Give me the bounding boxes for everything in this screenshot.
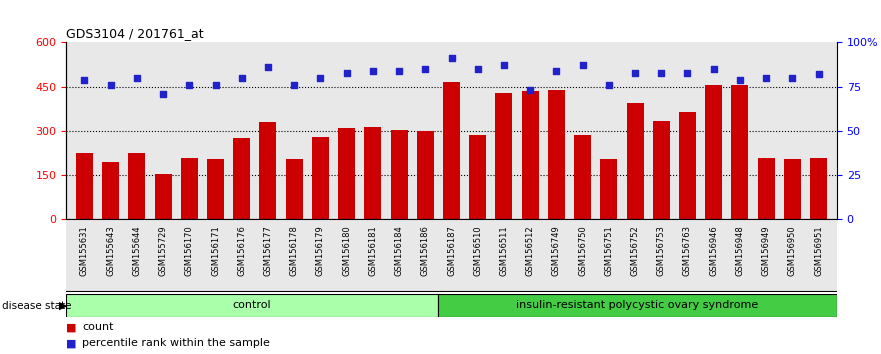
Bar <box>784 159 801 219</box>
Text: insulin-resistant polycystic ovary syndrome: insulin-resistant polycystic ovary syndr… <box>516 300 759 310</box>
Bar <box>129 153 145 219</box>
Text: GSM156946: GSM156946 <box>709 225 718 276</box>
Text: GSM156170: GSM156170 <box>185 225 194 276</box>
Text: GSM155643: GSM155643 <box>106 225 115 276</box>
Text: GSM156187: GSM156187 <box>447 225 456 276</box>
Point <box>366 68 380 74</box>
Point <box>811 72 825 77</box>
Text: disease state: disease state <box>2 301 71 310</box>
Bar <box>574 135 591 219</box>
Point <box>759 75 774 81</box>
Text: GSM156749: GSM156749 <box>552 225 561 276</box>
Point <box>339 70 353 75</box>
Text: GSM156171: GSM156171 <box>211 225 220 276</box>
Bar <box>66 294 438 317</box>
Bar <box>259 122 277 219</box>
Point <box>287 82 301 88</box>
Point <box>182 82 196 88</box>
Bar <box>417 131 433 219</box>
Point <box>523 87 537 93</box>
Text: GSM155644: GSM155644 <box>132 225 141 276</box>
Point <box>602 82 616 88</box>
Text: GSM156510: GSM156510 <box>473 225 482 276</box>
Point <box>497 63 511 68</box>
Point <box>575 63 589 68</box>
Bar <box>285 159 303 219</box>
Point <box>156 91 170 97</box>
Point <box>78 77 92 82</box>
Point <box>733 77 747 82</box>
Point <box>680 70 694 75</box>
Point <box>418 66 433 72</box>
Text: GSM156512: GSM156512 <box>526 225 535 276</box>
Text: GSM156752: GSM156752 <box>631 225 640 276</box>
Bar <box>443 82 460 219</box>
Text: GSM156179: GSM156179 <box>316 225 325 276</box>
Bar <box>810 158 827 219</box>
Bar <box>181 158 198 219</box>
Text: percentile rank within the sample: percentile rank within the sample <box>82 338 270 348</box>
Text: GDS3104 / 201761_at: GDS3104 / 201761_at <box>66 27 204 40</box>
Bar <box>207 159 224 219</box>
Bar <box>154 174 172 219</box>
Bar <box>338 128 355 219</box>
Bar <box>758 158 774 219</box>
Text: GSM156177: GSM156177 <box>263 225 272 276</box>
Bar <box>731 85 749 219</box>
Text: GSM156750: GSM156750 <box>578 225 587 276</box>
Text: ■: ■ <box>66 338 77 348</box>
Text: GSM156176: GSM156176 <box>237 225 247 276</box>
Point <box>261 64 275 70</box>
Text: GSM156951: GSM156951 <box>814 225 823 276</box>
Point <box>130 75 144 81</box>
Bar <box>390 130 408 219</box>
Text: GSM156763: GSM156763 <box>683 225 692 276</box>
Bar <box>470 135 486 219</box>
Point <box>628 70 642 75</box>
Point <box>209 82 223 88</box>
Text: GSM156178: GSM156178 <box>290 225 299 276</box>
Point <box>234 75 248 81</box>
Text: GSM156184: GSM156184 <box>395 225 403 276</box>
Text: GSM156751: GSM156751 <box>604 225 613 276</box>
Bar <box>548 90 565 219</box>
Bar <box>653 121 670 219</box>
Bar <box>626 103 644 219</box>
Point <box>707 66 721 72</box>
Text: GSM156753: GSM156753 <box>656 225 666 276</box>
Point <box>444 56 458 61</box>
Point <box>785 75 799 81</box>
Text: GSM155729: GSM155729 <box>159 225 167 276</box>
Text: ▶: ▶ <box>59 301 68 310</box>
Text: GSM155631: GSM155631 <box>80 225 89 276</box>
Point <box>314 75 328 81</box>
Bar <box>76 153 93 219</box>
Bar <box>365 127 381 219</box>
Bar <box>522 91 538 219</box>
Text: control: control <box>233 300 271 310</box>
Bar <box>679 112 696 219</box>
Bar <box>495 93 513 219</box>
Point <box>104 82 118 88</box>
Text: GSM156949: GSM156949 <box>762 225 771 276</box>
Bar <box>438 294 837 317</box>
Text: count: count <box>82 322 114 332</box>
Text: GSM156950: GSM156950 <box>788 225 797 276</box>
Point <box>550 68 564 74</box>
Bar <box>102 162 119 219</box>
Bar <box>233 138 250 219</box>
Text: GSM156181: GSM156181 <box>368 225 377 276</box>
Bar <box>705 85 722 219</box>
Point <box>655 70 669 75</box>
Text: GSM156948: GSM156948 <box>736 225 744 276</box>
Text: ■: ■ <box>66 322 77 332</box>
Text: GSM156180: GSM156180 <box>342 225 352 276</box>
Text: GSM156511: GSM156511 <box>500 225 508 276</box>
Point <box>470 66 485 72</box>
Bar <box>600 159 618 219</box>
Point <box>392 68 406 74</box>
Bar <box>312 137 329 219</box>
Text: GSM156186: GSM156186 <box>421 225 430 276</box>
